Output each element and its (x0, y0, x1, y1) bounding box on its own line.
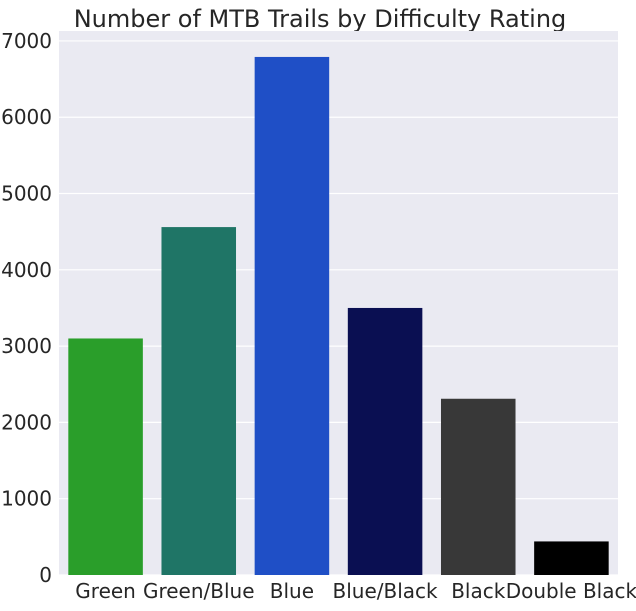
y-tick-label: 2000 (1, 410, 52, 434)
chart-title: Number of MTB Trails by Difficulty Ratin… (74, 5, 567, 33)
grid-lines (59, 40, 618, 576)
bar-double-black (534, 541, 609, 575)
bar-green-blue (161, 227, 237, 575)
y-tick-label: 5000 (1, 182, 52, 206)
x-tick-label: Double Black (506, 579, 636, 603)
y-tick-label: 6000 (1, 105, 52, 129)
y-tick-label: 0 (39, 563, 52, 587)
y-axis-tick-labels: 0 1000 2000 3000 4000 5000 6000 7000 (1, 29, 52, 587)
bar-blue (254, 56, 330, 575)
bar-blue-black (347, 307, 423, 575)
y-tick-label: 4000 (1, 258, 52, 282)
x-tick-label: Green/Blue (143, 579, 255, 603)
bar-black (440, 398, 516, 575)
bars (68, 56, 609, 575)
y-tick-label: 7000 (1, 29, 52, 53)
x-tick-label: Blue/Black (333, 579, 439, 603)
x-axis-tick-labels: Green Green/Blue Blue Blue/Black Black Double… (75, 579, 636, 603)
x-tick-label: Black (451, 579, 506, 603)
bar-green (68, 338, 143, 575)
y-tick-label: 3000 (1, 334, 52, 358)
plot-area (59, 31, 618, 575)
x-tick-label: Green (75, 579, 136, 603)
x-tick-label: Blue (270, 579, 314, 603)
y-tick-label: 1000 (1, 487, 52, 511)
